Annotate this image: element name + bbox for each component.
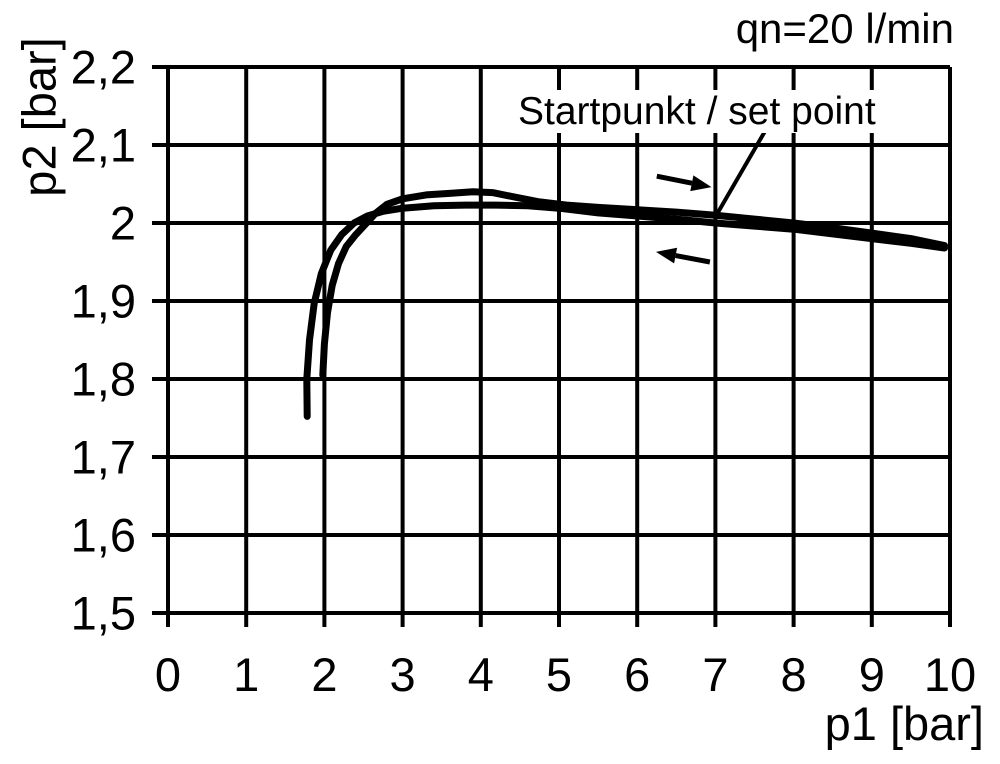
- y-tick-label: 2,2: [70, 40, 136, 94]
- x-tick-label: 4: [467, 648, 494, 701]
- y-tick-label: 1,7: [70, 430, 136, 484]
- y-tick-label: 1,8: [70, 352, 136, 406]
- y-tick-label: 1,5: [70, 586, 136, 640]
- y-tick-label: 2,1: [70, 118, 136, 172]
- x-tick-label: 8: [780, 648, 807, 701]
- x-tick-label: 2: [311, 648, 338, 701]
- x-tick-label: 3: [389, 648, 416, 701]
- y-tick-label: 1,9: [70, 274, 136, 328]
- set-point-annotation: Startpunkt / set point: [512, 90, 882, 133]
- x-axis-label: p1 [bar]: [824, 697, 984, 750]
- y-tick-label: 1,6: [70, 508, 136, 562]
- x-tick-label: 1: [233, 648, 260, 701]
- x-tick-label: 9: [858, 648, 885, 701]
- x-tick-label: 6: [624, 648, 651, 701]
- curve-left: [303, 201, 948, 420]
- grid: [152, 65, 952, 627]
- direction-arrow-right-icon: [656, 173, 712, 192]
- x-tick-label: 10: [923, 648, 977, 701]
- y-tick-label: 2: [109, 196, 136, 250]
- x-tick-label: 0: [154, 648, 182, 701]
- x-tick-label: 5: [545, 648, 573, 701]
- curve-right: [319, 188, 948, 379]
- x-tick-label: 7: [702, 648, 729, 701]
- direction-arrow-left-icon: [656, 247, 711, 265]
- flow-rate-annotation: qn=20 l/min: [735, 5, 954, 52]
- set-point-leader-line: [715, 130, 767, 214]
